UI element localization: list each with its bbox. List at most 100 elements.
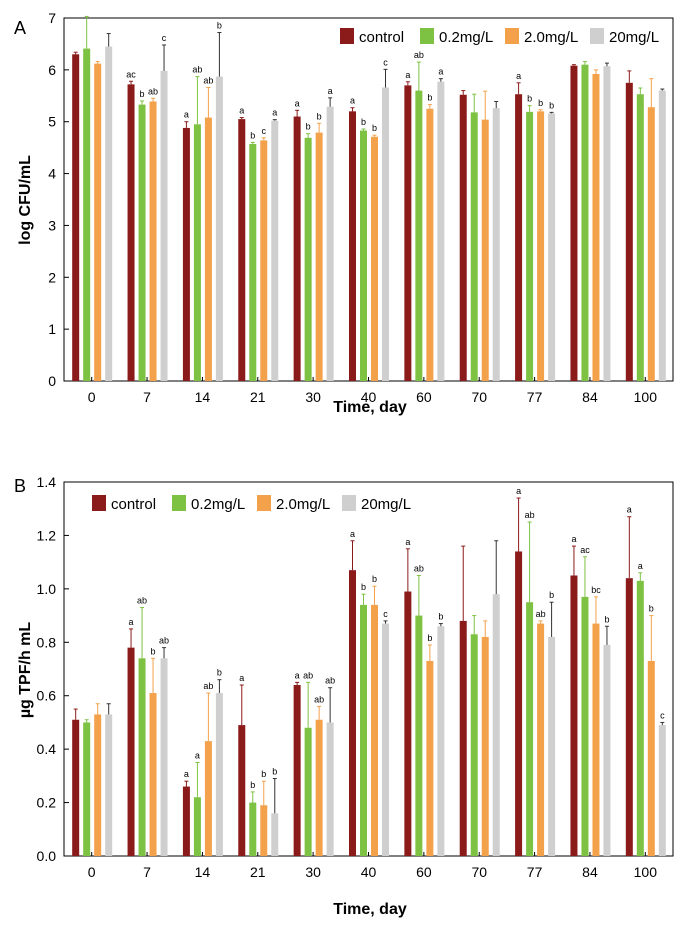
- panel-b-significance-letter: a: [184, 769, 189, 779]
- panel-a-significance-letter: a: [295, 98, 300, 108]
- panel-a-bar-c20: [149, 101, 157, 382]
- panel-a-significance-letter: b: [538, 98, 543, 108]
- panel-a-bar-c02: [636, 94, 644, 381]
- panel-b-bar-c20: [149, 693, 157, 856]
- panel-a-significance-letter: b: [306, 122, 311, 132]
- panel-a-bar-c02: [360, 130, 367, 381]
- panel-a-bar-control: [349, 111, 356, 381]
- panel-a-bar-c02: [581, 64, 589, 382]
- panel-b-significance-letter: ab: [525, 510, 535, 520]
- panel-b-bar-control: [349, 570, 356, 856]
- panel-a-bar-control: [238, 119, 246, 381]
- panel-a-legend-label: 0.2mg/L: [439, 29, 493, 46]
- panel-a-x-tick-label: 60: [416, 389, 432, 405]
- panel-a-bar-c02: [249, 144, 257, 381]
- panel-a-x-tick-label: 77: [527, 389, 543, 405]
- panel-b-significance-letter: b: [261, 769, 266, 779]
- panel-b-y-tick-label: 1.0: [37, 581, 57, 597]
- panel-b-bar-c02: [193, 797, 201, 856]
- panel-a-bar-control: [625, 82, 633, 382]
- panel-b-bar-c200: [492, 594, 500, 856]
- panel-a-bar-c200: [382, 87, 389, 381]
- panel-b-bar-c02: [249, 802, 257, 856]
- panel-a-y-tick-label: 5: [48, 114, 56, 130]
- panel-a-bar-c20: [426, 108, 434, 381]
- panel-b-bar-control: [515, 551, 523, 856]
- panel-b-x-tick-label: 84: [582, 864, 598, 880]
- panel-a-bar-control: [182, 127, 190, 382]
- panel-a-significance-letter: c: [262, 126, 267, 136]
- panel-b-significance-letter: ac: [580, 545, 590, 555]
- panel-a-y-tick-label: 0: [48, 373, 56, 389]
- panel-b-chart: 0.0 0.2 0.4 0.6 0.8 1.0 1.2 1.4 0 7 14 21 30 40 60 70 77…: [37, 474, 674, 880]
- panel-b-x-tick-label: 77: [527, 864, 543, 880]
- panel-b-significance-letter: b: [649, 604, 654, 614]
- panel-b-x-tick-label: 14: [195, 864, 211, 880]
- panel-b-significance-letter: bc: [591, 585, 601, 595]
- panel-a-significance-letter: b: [372, 123, 377, 133]
- panel-a-bar-c02: [470, 112, 478, 381]
- panel-b-bar-c200: [382, 623, 389, 856]
- panel-a-significance-letter: a: [516, 71, 521, 81]
- panel-b-bar-c200: [437, 626, 445, 856]
- panel-b-bar-control: [404, 591, 412, 856]
- panel-b-significance-letter: b: [217, 668, 222, 678]
- panel-b-bar-c200: [271, 813, 279, 856]
- panel-b-bar-c200: [215, 693, 223, 856]
- panel-b-bar-control: [293, 685, 301, 856]
- panel-b-bar-control: [570, 575, 578, 856]
- panel-b-significance-letter: b: [361, 582, 366, 592]
- panel-b-bar-control: [127, 647, 135, 856]
- panel-b-x-tick-label: 7: [143, 864, 151, 880]
- panel-a-x-tick-label: 21: [250, 389, 266, 405]
- panel-a-significance-letter: a: [438, 67, 443, 77]
- panel-b-bar-c02: [470, 634, 478, 856]
- panel-b-legend-swatch: [92, 495, 106, 511]
- panel-b-bar-control: [72, 719, 80, 856]
- panel-b-bar-c20: [260, 805, 268, 856]
- panel-b-significance-letter: b: [151, 646, 156, 656]
- panel-b-x-tick-label: 0: [88, 864, 96, 880]
- panel-a-bar-c200: [603, 66, 611, 381]
- panel-b-bar-c200: [603, 644, 611, 856]
- panel-a-bar-c20: [481, 119, 489, 381]
- panel-b-bar-control: [238, 725, 246, 856]
- panel-b-legend-label: 20mg/L: [361, 496, 411, 513]
- panel-a-bar-c200: [271, 120, 279, 382]
- panel-b-y-axis-label: µg TPF/h mL: [17, 622, 34, 719]
- panel-a-bar-c20: [647, 107, 655, 382]
- panel-a-legend-label: control: [359, 29, 404, 46]
- panel-b-y-tick-label: 0.6: [37, 688, 57, 704]
- panel-a-bar-control: [293, 116, 301, 382]
- panel-b-significance-letter: ab: [414, 564, 424, 574]
- panel-a-bar-c20: [371, 136, 378, 381]
- panel-b-significance-letter: a: [638, 561, 643, 571]
- panel-b-bar-c02: [526, 602, 534, 856]
- panel-a-x-tick-label: 14: [195, 389, 211, 405]
- panel-b-significance-letter: a: [195, 751, 200, 761]
- panel-b-bar-c200: [160, 658, 168, 856]
- panel-b-bar-c02: [138, 658, 146, 856]
- panel-b-bar-c20: [537, 623, 545, 856]
- panel-b-significance-letter: b: [438, 612, 443, 622]
- panel-b-legend-label: 0.2mg/L: [191, 496, 245, 513]
- panel-b-significance-letter: a: [239, 673, 244, 683]
- panel-b-legend-label: control: [111, 496, 156, 513]
- panel-b-significance-letter: a: [129, 617, 134, 627]
- panel-a-bar-c20: [260, 140, 268, 381]
- panel-b-bar-c02: [581, 596, 589, 856]
- panel-b-x-tick-label: 21: [250, 864, 266, 880]
- panel-b-legend-swatch: [172, 495, 186, 511]
- panel-b-significance-letter: a: [627, 505, 632, 515]
- panel-a-y-tick-label: 2: [48, 269, 56, 285]
- panel-a-bar-c200: [326, 106, 334, 381]
- panel-b-significance-letter: a: [571, 534, 576, 544]
- panel-b-significance-letter: b: [549, 590, 554, 600]
- panel-b-bar-c20: [315, 719, 323, 856]
- panel-b-significance-letter: a: [350, 529, 355, 539]
- panel-a-significance-letter: b: [250, 130, 255, 140]
- panel-b-bar-c20: [371, 604, 378, 856]
- panel-b-bar-control: [182, 786, 190, 856]
